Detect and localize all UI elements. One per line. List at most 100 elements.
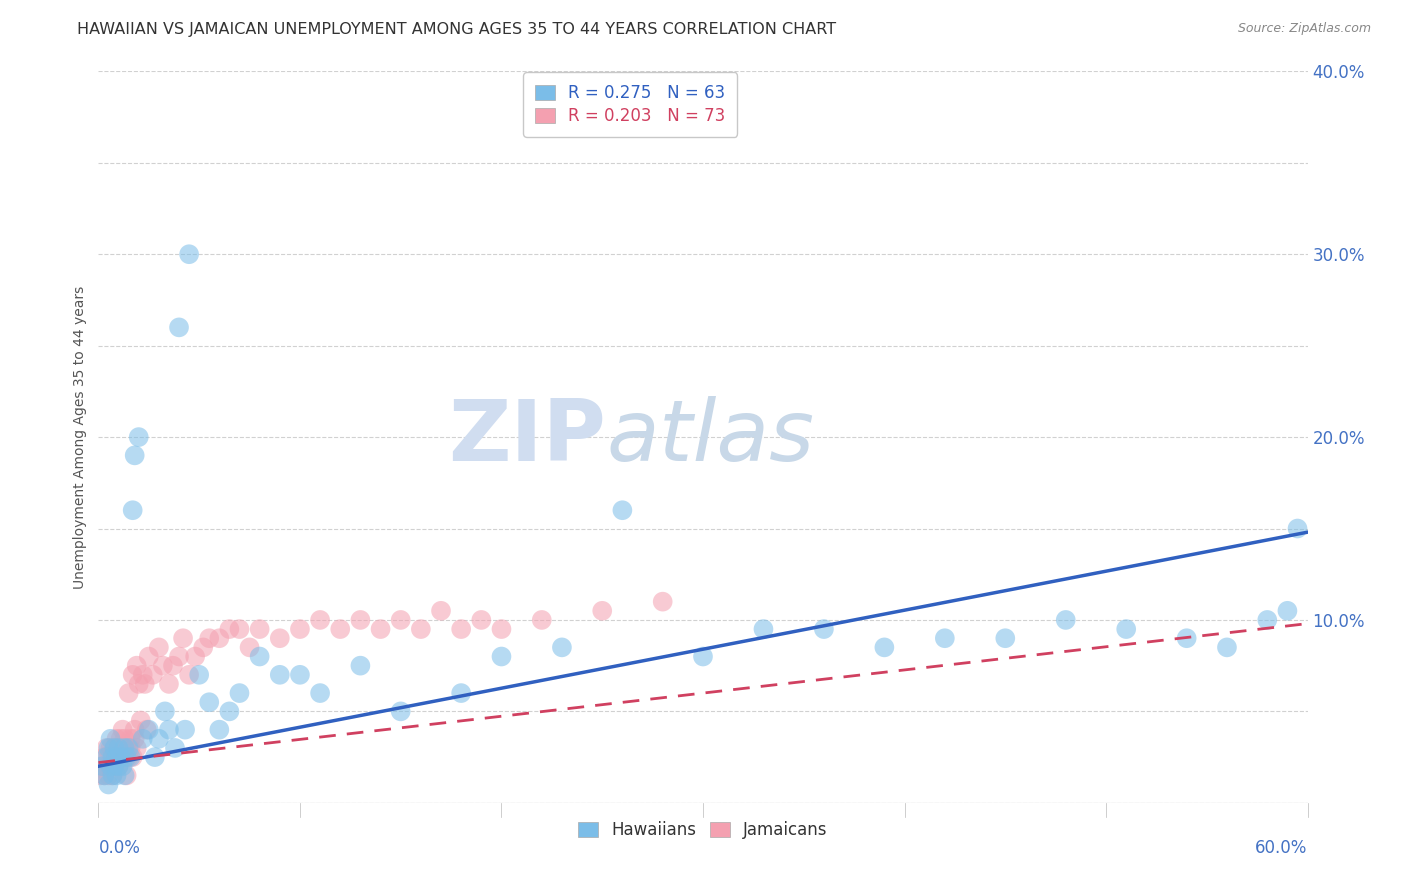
Point — [103, 740, 125, 755]
Point — [349, 658, 371, 673]
Point — [167, 320, 190, 334]
Point — [143, 750, 166, 764]
Point — [934, 632, 956, 646]
Point — [105, 731, 128, 746]
Point — [96, 750, 118, 764]
Point — [152, 658, 174, 673]
Point — [591, 604, 613, 618]
Point — [100, 731, 122, 746]
Point — [530, 613, 553, 627]
Point — [121, 503, 143, 517]
Text: atlas: atlas — [606, 395, 814, 479]
Point — [198, 632, 221, 646]
Point — [105, 750, 128, 764]
Point — [129, 714, 152, 728]
Legend: Hawaiians, Jamaicans: Hawaiians, Jamaicans — [572, 814, 834, 846]
Point — [97, 750, 120, 764]
Text: 0.0%: 0.0% — [98, 839, 141, 857]
Point — [491, 622, 513, 636]
Point — [120, 740, 142, 755]
Point — [124, 723, 146, 737]
Point — [120, 750, 142, 764]
Point — [101, 750, 124, 764]
Point — [288, 667, 311, 681]
Point — [120, 731, 142, 746]
Text: HAWAIIAN VS JAMAICAN UNEMPLOYMENT AMONG AGES 35 TO 44 YEARS CORRELATION CHART: HAWAIIAN VS JAMAICAN UNEMPLOYMENT AMONG … — [77, 22, 837, 37]
Point — [450, 686, 472, 700]
Point — [329, 622, 352, 636]
Point — [124, 448, 146, 462]
Point — [309, 686, 332, 700]
Point — [349, 613, 371, 627]
Point — [651, 594, 673, 608]
Y-axis label: Unemployment Among Ages 35 to 44 years: Unemployment Among Ages 35 to 44 years — [73, 285, 87, 589]
Point — [1054, 613, 1077, 627]
Text: Source: ZipAtlas.com: Source: ZipAtlas.com — [1237, 22, 1371, 36]
Point — [370, 622, 392, 636]
Point — [188, 667, 211, 681]
Point — [1115, 622, 1137, 636]
Point — [93, 768, 115, 782]
Point — [97, 778, 120, 792]
Point — [118, 686, 141, 700]
Point — [179, 667, 201, 681]
Point — [288, 622, 311, 636]
Point — [118, 750, 141, 764]
Point — [612, 503, 634, 517]
Point — [91, 759, 114, 773]
Point — [110, 731, 132, 746]
Point — [389, 613, 412, 627]
Point — [114, 740, 136, 755]
Point — [107, 759, 129, 773]
Point — [125, 740, 148, 755]
Point — [389, 705, 412, 719]
Point — [163, 740, 186, 755]
Point — [121, 667, 143, 681]
Point — [430, 604, 453, 618]
Point — [111, 759, 134, 773]
Point — [101, 750, 124, 764]
Point — [174, 723, 197, 737]
Point — [1175, 632, 1198, 646]
Point — [138, 723, 160, 737]
Point — [118, 740, 141, 755]
Point — [97, 740, 120, 755]
Point — [103, 759, 125, 773]
Point — [115, 750, 138, 764]
Point — [105, 768, 128, 782]
Point — [100, 759, 122, 773]
Point — [100, 740, 122, 755]
Point — [132, 667, 155, 681]
Point — [125, 658, 148, 673]
Point — [162, 658, 184, 673]
Point — [1277, 604, 1299, 618]
Point — [107, 740, 129, 755]
Point — [134, 677, 156, 691]
Point — [121, 750, 143, 764]
Point — [93, 750, 115, 764]
Point — [208, 723, 231, 737]
Point — [148, 731, 170, 746]
Point — [115, 740, 138, 755]
Point — [107, 740, 129, 755]
Point — [89, 768, 111, 782]
Point — [128, 430, 150, 444]
Point — [114, 768, 136, 782]
Point — [228, 686, 250, 700]
Point — [153, 705, 176, 719]
Point — [96, 759, 118, 773]
Point — [179, 247, 201, 261]
Text: ZIP: ZIP — [449, 395, 606, 479]
Point — [124, 731, 146, 746]
Point — [114, 750, 136, 764]
Point — [470, 613, 492, 627]
Point — [91, 759, 114, 773]
Point — [239, 640, 262, 655]
Point — [249, 622, 271, 636]
Point — [450, 622, 472, 636]
Point — [309, 613, 332, 627]
Point — [692, 649, 714, 664]
Point — [269, 667, 291, 681]
Point — [172, 632, 194, 646]
Point — [167, 649, 190, 664]
